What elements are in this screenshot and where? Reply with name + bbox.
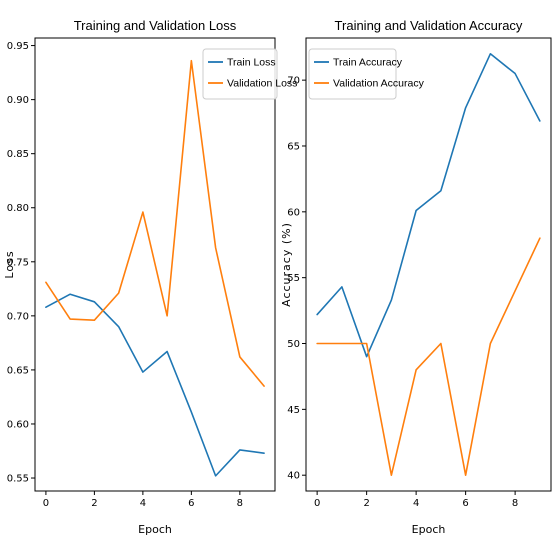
y-axis-label: Loss (3, 250, 16, 278)
y-tick-label: 0.60 (7, 419, 29, 430)
y-tick-label: 40 (287, 471, 300, 482)
y-tick-label: 0.90 (7, 95, 29, 106)
y-tick-label: 0.65 (7, 365, 29, 376)
x-tick-label: 6 (188, 498, 194, 509)
loss-chart: Training and Validation Loss 0 2 4 6 8 0.55 0.6… (3, 18, 297, 536)
series-line-validation (46, 61, 264, 386)
y-tick-label: 70 (287, 76, 300, 87)
x-tick-label: 4 (413, 498, 419, 509)
chart-title: Training and Validation Accuracy (335, 18, 523, 33)
x-tick-label: 4 (140, 498, 146, 509)
legend: Train Accuracy Validation Accuracy (309, 49, 425, 99)
chart-title: Training and Validation Loss (74, 18, 237, 33)
x-axis-label: Epoch (138, 523, 172, 536)
x-tick-label: 2 (91, 498, 97, 509)
x-tick-label: 6 (462, 498, 468, 509)
x-tick-label: 0 (314, 498, 320, 509)
y-tick-label: 60 (287, 207, 300, 218)
legend-entry: Validation Accuracy (333, 78, 425, 90)
x-tick-label: 0 (43, 498, 49, 509)
y-axis-label: Accuracy (%) (280, 222, 293, 307)
y-tick-label: 0.70 (7, 311, 29, 322)
legend-entry: Train Loss (227, 57, 276, 69)
x-tick-label: 8 (512, 498, 518, 509)
y-tick-label: 0.95 (7, 41, 29, 52)
x-tick-label: 8 (237, 498, 243, 509)
accuracy-chart: Training and Validation Accuracy 0 2 4 6 8 40 4… (280, 18, 551, 536)
y-tick-label: 0.85 (7, 149, 29, 160)
series-line-validation (317, 238, 540, 475)
y-tick-label: 45 (287, 405, 300, 416)
y-tick-label: 0.55 (7, 474, 29, 485)
plot-frame (306, 38, 551, 491)
y-tick-label: 50 (287, 339, 300, 350)
x-tick-label: 2 (363, 498, 369, 509)
legend-entry: Train Accuracy (333, 57, 403, 69)
y-tick-label: 0.80 (7, 203, 29, 214)
x-axis-label: Epoch (412, 523, 446, 536)
y-tick-label: 65 (287, 141, 300, 152)
